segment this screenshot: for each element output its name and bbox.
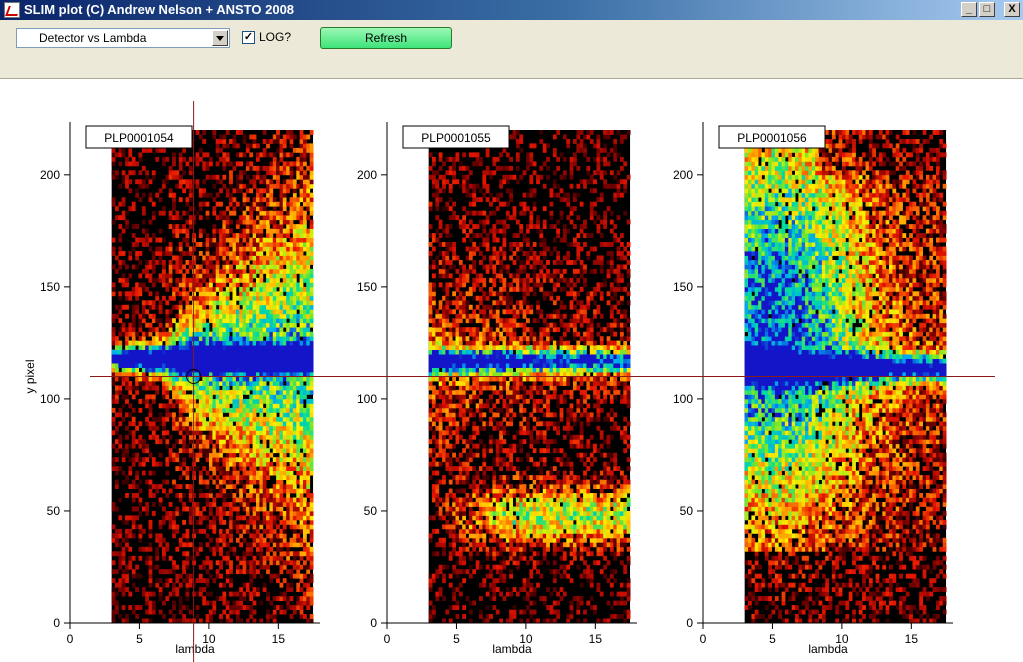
panel-title: PLP0001056 <box>718 125 826 149</box>
crosshair-cursor[interactable] <box>90 101 995 662</box>
panel-title: PLP0001054 <box>85 125 193 149</box>
x-tick-label: 0 <box>384 632 391 646</box>
plot-type-value: Detector vs Lambda <box>39 31 147 45</box>
y-tick-label: 50 <box>364 504 378 518</box>
chart-icon <box>4 2 20 18</box>
y-tick-label: 200 <box>357 168 377 182</box>
x-tick-label: 10 <box>519 632 533 646</box>
y-axis-label: y pixel <box>23 359 37 393</box>
heatmap-cells <box>744 130 947 624</box>
x-axis-label: lambda <box>175 642 215 656</box>
x-tick-label: 15 <box>589 632 603 646</box>
refresh-button[interactable]: Refresh <box>320 27 452 49</box>
y-tick-label: 200 <box>673 168 693 182</box>
checkmark-icon: ✓ <box>243 31 254 43</box>
minimize-button[interactable]: _ <box>961 2 977 17</box>
y-tick-label: 150 <box>673 280 693 294</box>
y-tick-label: 0 <box>370 616 377 630</box>
close-button[interactable]: X <box>1004 2 1020 17</box>
x-tick-label: 15 <box>272 632 286 646</box>
x-tick-label: 5 <box>136 632 143 646</box>
y-tick-label: 150 <box>40 280 60 294</box>
maximize-button[interactable]: □ <box>979 2 995 17</box>
x-tick-label: 5 <box>453 632 460 646</box>
log-checkbox[interactable]: ✓ <box>242 31 255 44</box>
heatmap-panel-2[interactable]: 0 50 100 150 200 0 5 10 15 lambda PLP0001055 <box>357 122 637 656</box>
y-tick-label: 100 <box>357 392 377 406</box>
svg-text:PLP0001054: PLP0001054 <box>104 131 174 145</box>
x-tick-label: 0 <box>700 632 707 646</box>
x-tick-label: 10 <box>835 632 849 646</box>
panel-title: PLP0001055 <box>402 125 510 149</box>
x-axis-label: lambda <box>808 642 848 656</box>
chevron-down-icon[interactable] <box>212 30 228 46</box>
y-tick-label: 0 <box>53 616 60 630</box>
y-tick-label: 100 <box>673 392 693 406</box>
plot-area[interactable]: 0 50 100 150 200 0 5 10 15 lambda y pixel PLP000105… <box>0 79 1023 662</box>
x-tick-label: 15 <box>905 632 919 646</box>
x-tick-label: 10 <box>202 632 216 646</box>
heatmap-cells <box>428 130 631 624</box>
log-checkbox-label: LOG? <box>259 30 292 44</box>
window-title: SLIM plot (C) Andrew Nelson + ANSTO 2008 <box>24 2 295 17</box>
x-axis-label: lambda <box>492 642 532 656</box>
toolbar-divider <box>0 78 1023 79</box>
heatmap-panel-3[interactable]: 0 50 100 150 200 0 5 10 15 lambda PLP0001056 <box>673 122 953 656</box>
y-tick-label: 50 <box>680 504 694 518</box>
plot-type-select[interactable]: Detector vs Lambda <box>16 28 230 48</box>
x-tick-label: 5 <box>769 632 776 646</box>
title-bar: SLIM plot (C) Andrew Nelson + ANSTO 2008… <box>0 0 1023 20</box>
heatmap-panel-1[interactable]: 0 50 100 150 200 0 5 10 15 lambda y pixel PLP000105… <box>23 122 320 656</box>
y-tick-label: 100 <box>40 392 60 406</box>
y-tick-label: 200 <box>40 168 60 182</box>
y-tick-label: 150 <box>357 280 377 294</box>
x-tick-label: 0 <box>67 632 74 646</box>
y-tick-label: 50 <box>47 504 61 518</box>
y-tick-label: 0 <box>686 616 693 630</box>
